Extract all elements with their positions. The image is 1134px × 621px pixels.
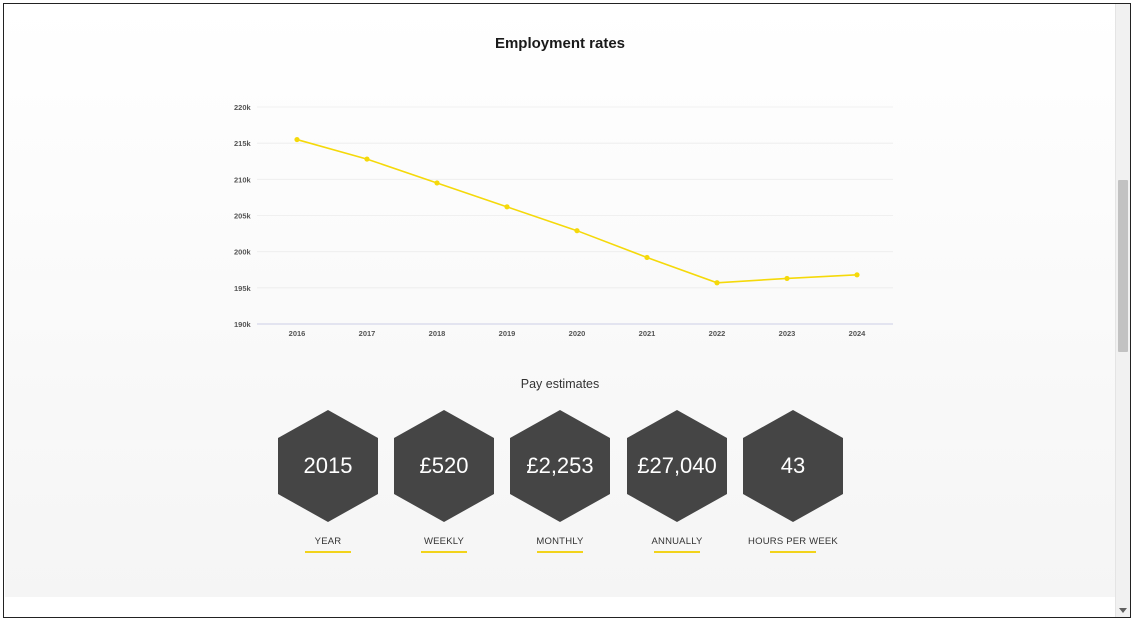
x-tick-label: 2020 [569, 329, 586, 338]
label-underline [421, 551, 467, 553]
y-tick-label: 190k [234, 320, 252, 329]
pay-estimates-title: Pay estimates [520, 377, 600, 391]
browser-viewport: Employment rates 190k 195k 200k 205k 210k 215… [3, 3, 1131, 618]
pay-label: HOURS PER WEEK [748, 536, 838, 547]
data-point[interactable] [784, 275, 790, 282]
pay-label: ANNUALLY [651, 536, 703, 547]
x-tick-label: 2016 [289, 329, 306, 338]
pay-item-monthly: £2,253 MONTHLY [510, 410, 610, 553]
series-line [296, 138, 858, 284]
pay-label: MONTHLY [536, 536, 584, 547]
pay-item-hours-per-week: 43 HOURS PER WEEK [743, 410, 843, 553]
pay-value: £27,040 [637, 453, 717, 478]
x-tick-label: 2023 [779, 329, 796, 338]
page-content: Employment rates 190k 195k 200k 205k 210k 215… [5, 5, 1115, 597]
pay-item-year: 2015 YEAR [278, 410, 378, 553]
page-footer-strip [5, 597, 1115, 617]
data-point[interactable] [644, 254, 650, 261]
y-tick-label: 210k [234, 175, 252, 184]
chart-gridlines [257, 106, 893, 325]
hexagon-badge: £27,040 [627, 410, 727, 522]
x-tick-label: 2022 [709, 329, 726, 338]
label-underline [770, 551, 816, 553]
pay-item-weekly: £520 WEEKLY [394, 410, 494, 553]
series-line-layer [296, 138, 858, 284]
x-tick-label: 2019 [499, 329, 516, 338]
pay-label: WEEKLY [423, 536, 465, 547]
label-underline [537, 551, 583, 553]
data-point[interactable] [434, 180, 440, 186]
label-underline [654, 551, 700, 553]
pay-value: 2015 [303, 453, 353, 478]
data-point[interactable] [574, 228, 580, 234]
pay-label: YEAR [314, 536, 342, 547]
y-tick-label: 200k [234, 248, 252, 257]
x-tick-label: 2017 [359, 329, 376, 338]
y-tick-label: 220k [234, 103, 252, 112]
x-tick-label: 2021 [639, 329, 656, 338]
hexagon-badge: 2015 [278, 410, 378, 522]
x-tick-label: 2018 [429, 329, 446, 338]
x-axis-ticks: 2016 2017 2018 2019 2020 2021 2022 2023 2024 [289, 329, 867, 338]
data-point[interactable] [854, 272, 860, 278]
y-tick-label: 205k [234, 212, 252, 221]
hexagon-badge: 43 [743, 410, 843, 522]
x-tick-label: 2024 [849, 329, 867, 338]
pay-value: 43 [780, 453, 806, 478]
series-points [294, 136, 860, 286]
data-point[interactable] [504, 204, 510, 210]
y-tick-label: 195k [234, 284, 252, 293]
y-axis-ticks: 190k 195k 200k 205k 210k 215k 220k [234, 103, 252, 329]
data-point[interactable] [364, 156, 370, 162]
chart-title: Employment rates [494, 35, 626, 52]
vertical-scrollbar[interactable] [1115, 4, 1130, 617]
y-tick-label: 215k [234, 139, 252, 148]
scroll-down-arrow-icon[interactable] [1119, 608, 1127, 613]
label-underline [305, 551, 351, 553]
data-point[interactable] [714, 280, 720, 286]
hexagon-badge: £520 [394, 410, 494, 522]
data-point[interactable] [294, 136, 300, 143]
pay-value: £2,253 [526, 453, 594, 478]
scrollbar-thumb[interactable] [1118, 180, 1128, 352]
hexagon-badge: £2,253 [510, 410, 610, 522]
pay-value: £520 [419, 453, 469, 478]
pay-item-annually: £27,040 ANNUALLY [627, 410, 727, 553]
